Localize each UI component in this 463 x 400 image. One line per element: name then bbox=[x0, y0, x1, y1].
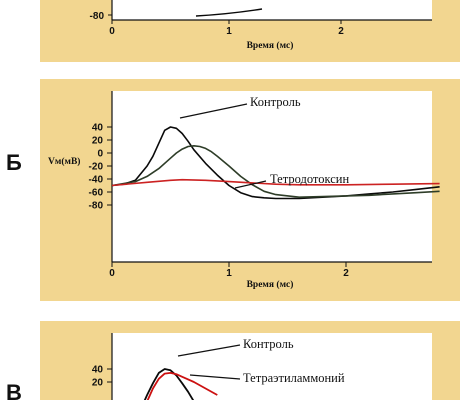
panel-b-pointer-ttx bbox=[234, 180, 267, 189]
panel-a-x-axis-title: Время (мс) bbox=[247, 40, 294, 51]
panel-b: Б Vм(мВ) Время (мс) 40 20 0 -20 -40 -60 -80 0 1 2… bbox=[6, 79, 460, 301]
panel-c-annotation-tea: Тетраэтиламмоний bbox=[243, 371, 345, 385]
panel-b-xtick-label: 1 bbox=[226, 268, 232, 279]
panel-b-ytick-label: 20 bbox=[92, 136, 104, 147]
panel-b-ytick-label: -80 bbox=[89, 201, 104, 212]
panel-a-xtick-label: 0 bbox=[109, 26, 115, 37]
panel-b-ytick-label: -40 bbox=[89, 175, 104, 186]
panel-c-annotation-control: Контроль bbox=[243, 337, 294, 351]
panel-b-letter: Б bbox=[6, 150, 22, 175]
panel-b-pointer-control bbox=[179, 103, 248, 119]
panel-c-pointer-control bbox=[177, 344, 241, 357]
panel-a-series-line bbox=[195, 8, 263, 17]
panel-c: В 40 20 Контроль Тетраэтиламмоний bbox=[6, 321, 460, 400]
panel-c-ytick-label: 20 bbox=[92, 378, 104, 389]
panel-b-annotation-ttx: Тетродотоксин bbox=[270, 172, 349, 186]
panel-c-ytick-label: 40 bbox=[92, 365, 104, 376]
panel-b-ytick-label: 0 bbox=[97, 149, 103, 160]
panel-a-xtick-label: 1 bbox=[226, 26, 232, 37]
panel-a-xtick-label: 2 bbox=[338, 26, 344, 37]
panel-c-plot-area bbox=[112, 333, 432, 400]
panel-c-series-tea bbox=[146, 371, 218, 400]
panel-c-letter: В bbox=[6, 380, 22, 400]
panel-c-pointer-tea bbox=[189, 374, 241, 380]
panel-b-series-ttx bbox=[111, 145, 440, 198]
panel-b-ytick-label: 40 bbox=[92, 123, 104, 134]
panel-b-x-axis-title: Время (мс) bbox=[247, 279, 294, 290]
panel-b-annotation-control: Контроль bbox=[250, 95, 301, 109]
panel-b-ytick-label: -20 bbox=[89, 162, 104, 173]
panel-b-ytick-label: -60 bbox=[89, 188, 104, 199]
panel-b-plot-area bbox=[112, 91, 432, 262]
panel-a-plot-area bbox=[112, 0, 432, 20]
panel-b-series-ttx-residual bbox=[111, 178, 440, 187]
panel-b-xtick-label: 0 bbox=[109, 268, 115, 279]
panel-c-series-control bbox=[143, 368, 195, 400]
panel-a-ytick-label: -80 bbox=[90, 11, 105, 22]
panel-b-y-axis-title: Vм(мВ) bbox=[48, 156, 80, 167]
panel-a: -80 0 1 2 Время (мс) bbox=[40, 0, 460, 62]
panel-b-xtick-label: 2 bbox=[343, 268, 349, 279]
